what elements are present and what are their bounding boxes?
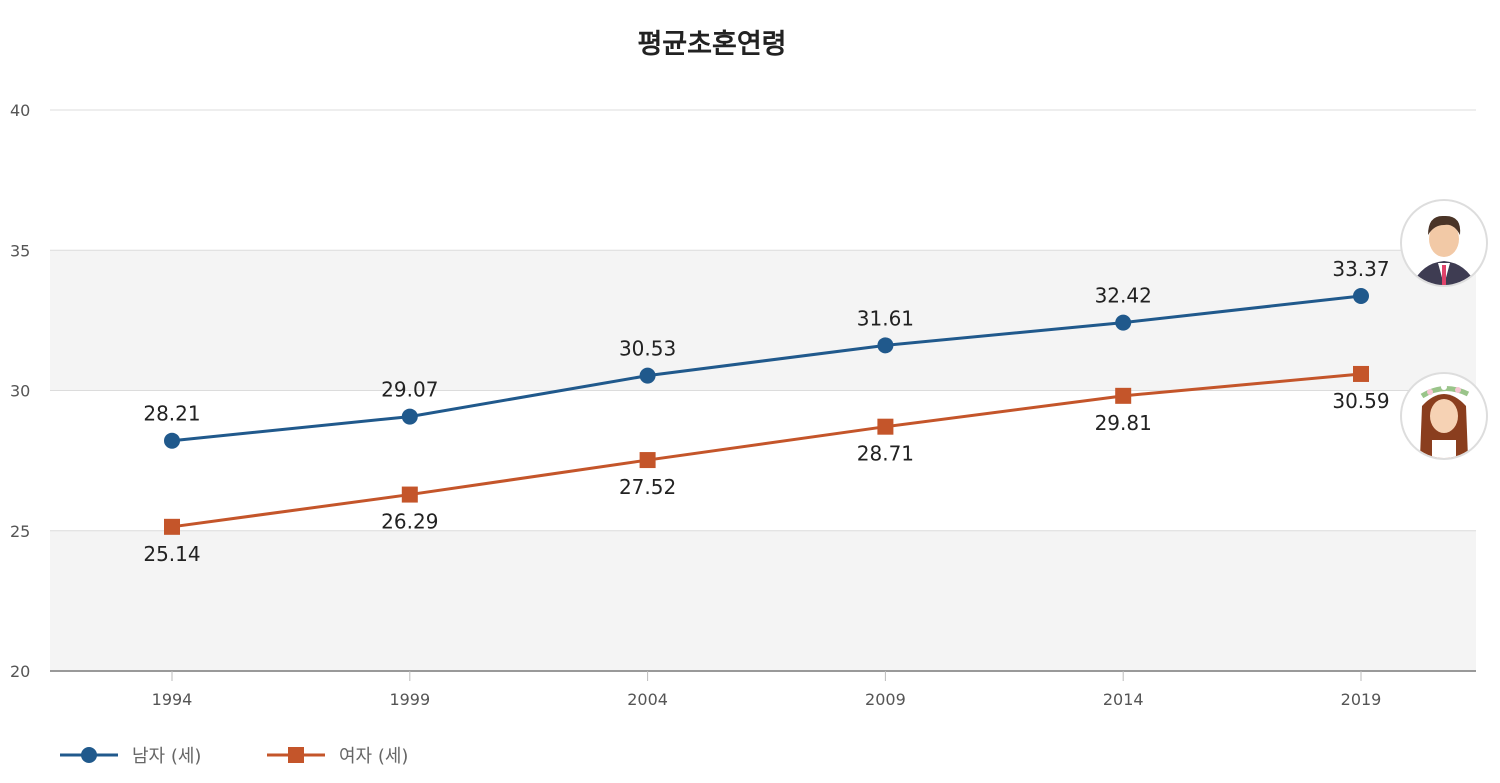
data-point [639, 452, 656, 469]
circle-marker-icon [60, 747, 118, 763]
data-point [164, 432, 180, 449]
data-point [1353, 287, 1369, 304]
data-label: 29.81 [1095, 411, 1152, 435]
data-label: 31.61 [857, 306, 914, 330]
data-point [1115, 387, 1132, 404]
data-point [1353, 365, 1369, 382]
legend-label: 여자 (세) [339, 746, 409, 767]
legend-label: 남자 (세) [132, 746, 202, 767]
legend-item-male[interactable]: 남자 (세) [58, 742, 201, 768]
data-point [877, 418, 894, 435]
data-label: 30.59 [1332, 389, 1389, 413]
data-label: 29.07 [381, 378, 438, 402]
x-tick-label: 1999 [389, 690, 430, 709]
data-label: 26.29 [381, 510, 438, 534]
square-marker-icon [267, 747, 325, 763]
series-line [171, 372, 1362, 529]
y-tick-label: 25 [10, 522, 30, 541]
groom-avatar-icon [1400, 199, 1488, 287]
data-label: 25.14 [143, 542, 200, 566]
legend-item-female[interactable]: 여자 (세) [265, 742, 408, 768]
data-point [877, 337, 894, 354]
y-tick-label: 35 [10, 241, 30, 260]
data-point [639, 367, 656, 384]
x-tick-label: 2014 [1103, 690, 1144, 709]
data-point [164, 518, 180, 535]
plot-band [50, 530, 1476, 671]
y-tick-label: 40 [10, 101, 30, 120]
data-label: 28.71 [857, 442, 914, 466]
data-point [401, 408, 418, 425]
data-point [401, 486, 418, 503]
chart-title: 평균초혼연령 [637, 29, 787, 60]
bride-avatar-icon [1400, 372, 1488, 460]
x-tick-label: 2009 [865, 690, 906, 709]
x-tick-label: 1994 [152, 690, 193, 709]
data-label: 32.42 [1095, 284, 1152, 308]
data-label: 30.53 [619, 337, 676, 361]
x-tick-label: 2004 [627, 690, 668, 709]
plot-band [50, 250, 1476, 391]
data-label: 27.52 [619, 475, 676, 499]
series-line [171, 294, 1362, 443]
data-label: 33.37 [1332, 257, 1389, 281]
x-tick-label: 2019 [1341, 690, 1382, 709]
y-tick-label: 20 [10, 662, 30, 681]
data-label: 28.21 [143, 402, 200, 426]
y-tick-label: 30 [10, 382, 30, 401]
data-point [1115, 314, 1132, 331]
